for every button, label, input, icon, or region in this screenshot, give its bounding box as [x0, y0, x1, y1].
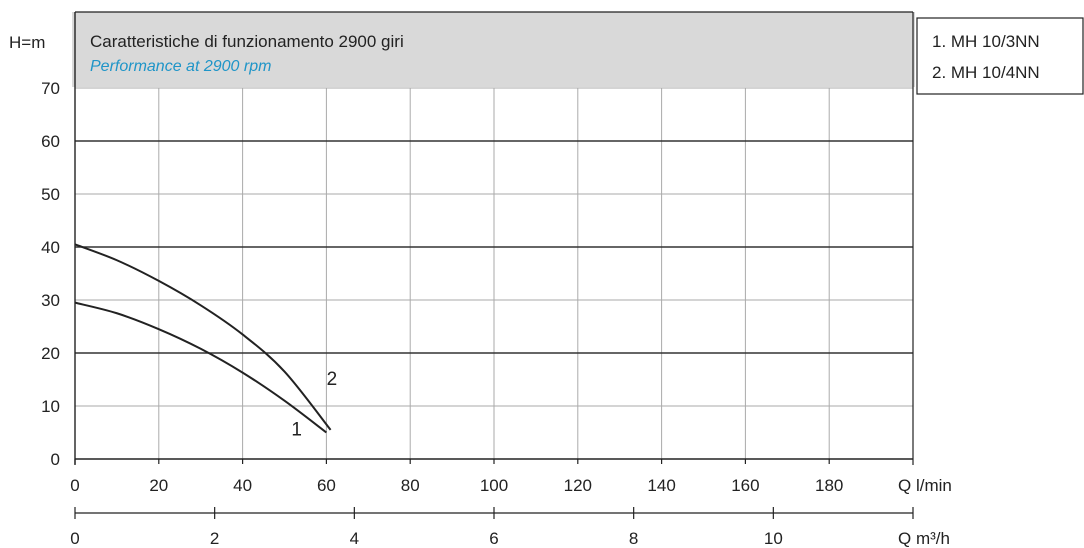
- legend-item-2: 2. MH 10/4NN: [932, 63, 1040, 82]
- chart-header-box: [72, 12, 915, 87]
- curve-label-1: 1: [291, 420, 302, 441]
- y-tick-label: 0: [51, 450, 60, 469]
- curves-layer: 12: [74, 243, 338, 441]
- x-tick-label: 160: [731, 476, 759, 495]
- x2-tick-label: 6: [489, 529, 498, 548]
- x2-axis-label: Q m³/h: [898, 529, 950, 548]
- x2-tick-label: 4: [350, 529, 359, 548]
- x-tick-label: 120: [564, 476, 592, 495]
- curve-1: [74, 301, 328, 434]
- legend-item-1: 1. MH 10/3NN: [932, 32, 1040, 51]
- x-tick-label: 180: [815, 476, 843, 495]
- curve-2: [74, 243, 332, 431]
- x-tick-label: 0: [70, 476, 79, 495]
- x2-tick-label: 8: [629, 529, 638, 548]
- y-tick-label: 50: [41, 185, 60, 204]
- y-axis-label: H=m: [9, 33, 45, 52]
- curve-label-2: 2: [327, 369, 338, 390]
- legend: 1. MH 10/3NN 2. MH 10/4NN: [916, 17, 1084, 95]
- x-tick-label: 20: [149, 476, 168, 495]
- x-tick-label: 140: [647, 476, 675, 495]
- chart-title: Caratteristiche di funzionamento 2900 gi…: [90, 32, 404, 51]
- y-tick-label: 10: [41, 397, 60, 416]
- x-tick-label: 60: [317, 476, 336, 495]
- legend-box: [916, 17, 1084, 95]
- y-tick-label: 60: [41, 132, 60, 151]
- y-tick-label: 40: [41, 238, 60, 257]
- y-tick-label: 70: [41, 79, 60, 98]
- chart-subtitle: Performance at 2900 rpm: [90, 58, 271, 75]
- x2-tick-label: 2: [210, 529, 219, 548]
- x2-tick-label: 10: [764, 529, 783, 548]
- x-tick-label: 80: [401, 476, 420, 495]
- y-tick-label: 20: [41, 344, 60, 363]
- x2-tick-label: 0: [70, 529, 79, 548]
- x-axis-label: Q l/min: [898, 476, 952, 495]
- x-tick-label: 40: [233, 476, 252, 495]
- y-tick-label: 30: [41, 291, 60, 310]
- grid-layer: [75, 87, 914, 459]
- x-tick-label: 100: [480, 476, 508, 495]
